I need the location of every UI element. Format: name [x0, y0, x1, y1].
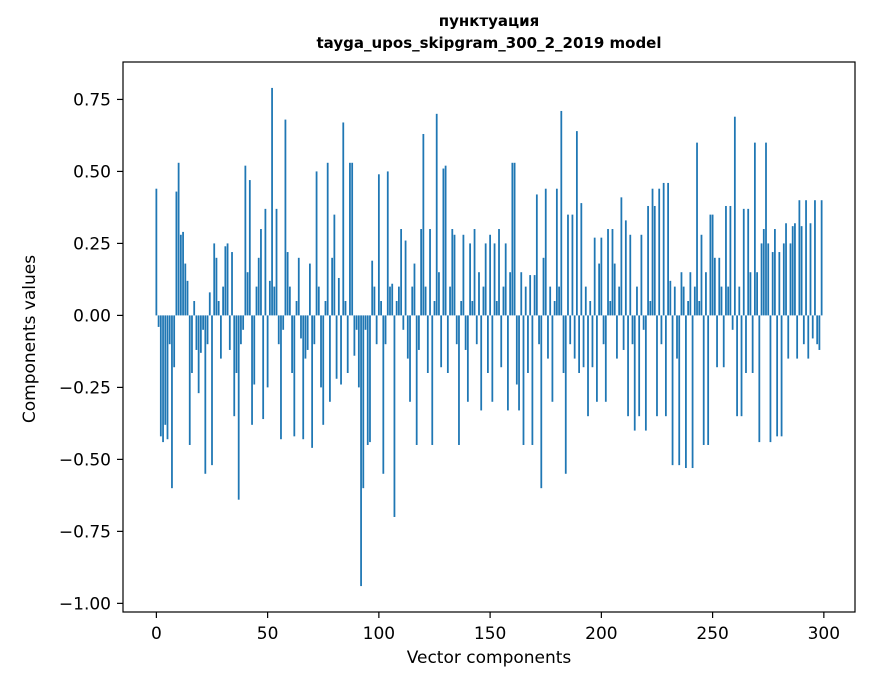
- x-tick-label: 0: [151, 624, 162, 644]
- x-tick-label: 150: [474, 624, 506, 644]
- x-axis-label: Vector components: [406, 648, 572, 668]
- x-tick-label: 200: [585, 624, 617, 644]
- x-tick-label: 100: [363, 624, 395, 644]
- y-tick-label: 0.75: [73, 90, 111, 110]
- x-axis-ticks: 0 50 100 150 200 250 300: [151, 612, 840, 644]
- y-tick-label: −0.50: [59, 450, 111, 470]
- bar-series: [155, 87, 823, 587]
- x-tick-label: 300: [808, 624, 840, 644]
- y-tick-label: −0.25: [59, 378, 111, 398]
- y-axis-ticks: 0.75 0.50 0.25 0.00 −0.25 −0.50 −0.75 −1.00: [59, 90, 123, 614]
- y-tick-label: −1.00: [59, 594, 111, 614]
- chart-title: пунктуация: [438, 12, 540, 30]
- chart-subtitle: tayga_upos_skipgram_300_2_2019 model: [316, 34, 662, 52]
- y-tick-label: 0.25: [73, 234, 111, 254]
- y-tick-label: −0.75: [59, 522, 111, 542]
- axes-box: [122, 61, 856, 613]
- y-tick-label: 0.00: [73, 306, 111, 326]
- y-axis-label: Components values: [20, 254, 40, 424]
- x-tick-label: 50: [257, 624, 279, 644]
- x-tick-label: 250: [696, 624, 728, 644]
- y-tick-label: 0.50: [73, 162, 111, 182]
